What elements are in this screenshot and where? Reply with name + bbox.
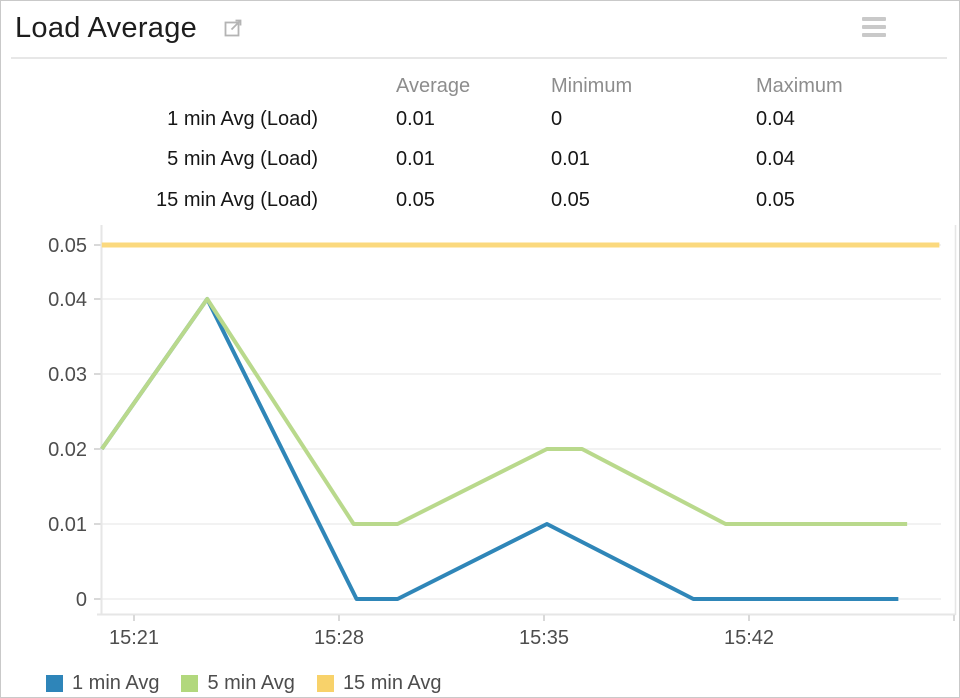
menu-icon[interactable] — [862, 17, 886, 37]
stat-minimum: 0.05 — [551, 189, 590, 211]
stat-label: 1 min Avg (Load) — [167, 108, 318, 130]
table-row: 15 min Avg (Load) 0.05 0.05 0.05 — [1, 180, 959, 220]
stat-label: 5 min Avg (Load) — [167, 148, 318, 170]
x-axis-label: 15:42 — [724, 627, 774, 649]
stat-label: 15 min Avg (Load) — [156, 189, 318, 211]
y-axis-label: 0.05 — [48, 235, 87, 257]
y-axis-label: 0 — [76, 589, 87, 611]
stats-header-row: Average Minimum Maximum — [1, 72, 959, 100]
menu-bar — [862, 33, 886, 37]
legend-label: 5 min Avg — [207, 672, 295, 694]
y-axis-label: 0.01 — [48, 514, 87, 536]
x-axis-label: 15:28 — [314, 627, 364, 649]
y-axis-label: 0.04 — [48, 289, 87, 311]
stat-average: 0.01 — [396, 108, 435, 130]
chart-legend: 1 min Avg 5 min Avg 15 min Avg — [46, 672, 464, 695]
column-header-average: Average — [396, 75, 471, 97]
stat-average: 0.01 — [396, 148, 435, 170]
legend-item-5-min-avg[interactable]: 5 min Avg — [181, 672, 295, 695]
series-line-5-min-avg[interactable] — [100, 297, 908, 526]
menu-bar — [862, 17, 886, 21]
menu-bar — [862, 25, 886, 29]
legend-label: 1 min Avg — [72, 672, 160, 694]
page-title: Load Average — [15, 12, 198, 44]
y-axis-label: 0.02 — [48, 439, 87, 461]
legend-item-15-min-avg[interactable]: 15 min Avg — [316, 672, 442, 695]
x-axis-label: 15:21 — [109, 627, 159, 649]
table-row: 5 min Avg (Load) 0.01 0.01 0.04 — [1, 139, 959, 179]
stat-maximum: 0.04 — [756, 148, 795, 170]
y-axis-label: 0.03 — [48, 364, 87, 386]
legend-swatch-yellow — [316, 675, 334, 692]
legend-item-1-min-avg[interactable]: 1 min Avg — [46, 672, 159, 695]
stat-minimum: 0.01 — [551, 148, 590, 170]
external-link-icon[interactable] — [223, 17, 244, 38]
column-header-maximum: Maximum — [756, 75, 843, 97]
header-divider — [11, 57, 947, 59]
x-axis-label: 15:35 — [519, 627, 569, 649]
legend-swatch-blue — [46, 675, 63, 692]
stat-average: 0.05 — [396, 189, 435, 211]
stat-maximum: 0.05 — [756, 189, 795, 211]
stat-minimum: 0 — [551, 108, 563, 130]
stat-maximum: 0.04 — [756, 108, 795, 130]
column-header-minimum: Minimum — [551, 75, 633, 97]
table-row: 1 min Avg (Load) 0.01 0 0.04 — [1, 99, 959, 139]
legend-swatch-green — [181, 675, 199, 692]
legend-label: 15 min Avg — [342, 672, 442, 694]
